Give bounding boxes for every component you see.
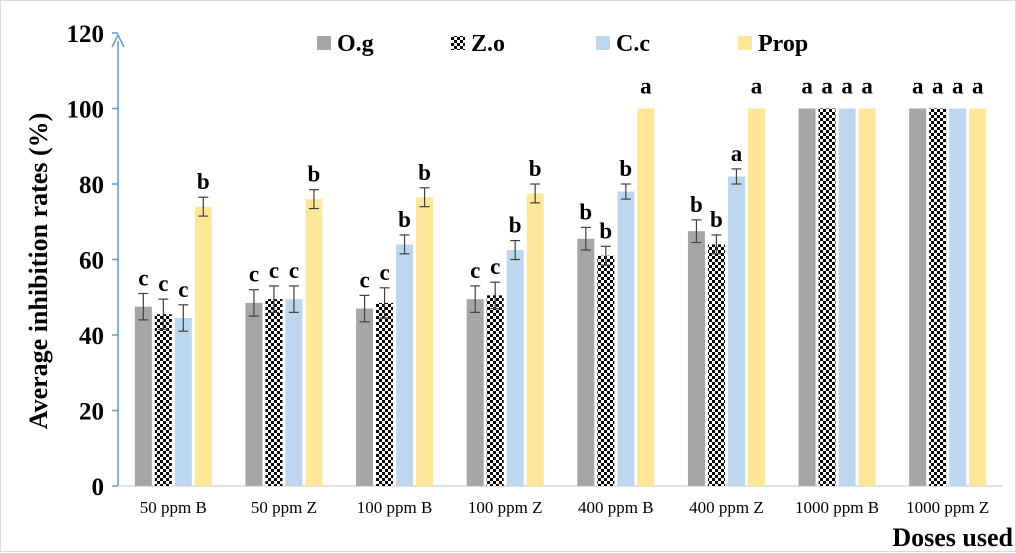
data-label: a bbox=[841, 74, 853, 99]
bar-O.g bbox=[134, 306, 152, 486]
legend-swatch-O.g bbox=[317, 36, 331, 50]
bar-C.c bbox=[285, 299, 303, 486]
bar-Z.o bbox=[154, 314, 172, 486]
x-tick-label: 1000 ppm B bbox=[795, 498, 879, 517]
legend-label: Prop bbox=[758, 31, 808, 57]
bar-Prop bbox=[526, 193, 544, 486]
data-label: b bbox=[690, 192, 703, 217]
data-label: a bbox=[912, 74, 924, 99]
bar-C.c bbox=[838, 108, 856, 486]
data-label: c bbox=[138, 265, 148, 290]
legend-label: Z.o bbox=[471, 31, 505, 57]
bar-Z.o bbox=[929, 108, 947, 486]
data-label: b bbox=[579, 199, 592, 224]
data-label: c bbox=[379, 260, 389, 285]
y-axis-arrow-icon bbox=[111, 33, 125, 48]
legend-swatch-C.c bbox=[596, 36, 610, 50]
data-label: a bbox=[640, 74, 652, 99]
x-tick-label: 400 ppm B bbox=[578, 498, 654, 517]
data-label: b bbox=[529, 156, 542, 181]
x-tick-label: 100 ppm Z bbox=[468, 498, 543, 517]
bar-Z.o bbox=[597, 255, 615, 486]
y-tick-label: 20 bbox=[79, 399, 104, 426]
bars-layer bbox=[134, 108, 987, 487]
bar-C.c bbox=[949, 108, 967, 486]
data-label: a bbox=[861, 74, 873, 99]
legend-swatch-Z.o bbox=[451, 36, 465, 50]
data-label: b bbox=[599, 218, 612, 243]
data-label: a bbox=[731, 141, 743, 166]
bar-O.g bbox=[798, 108, 816, 486]
error-bars-layer bbox=[138, 168, 742, 332]
data-label: a bbox=[952, 74, 964, 99]
data-label: b bbox=[619, 156, 632, 181]
data-label: b bbox=[197, 169, 210, 194]
bar-Prop bbox=[194, 206, 212, 486]
bar-C.c bbox=[396, 244, 414, 486]
legend-label: C.c bbox=[616, 31, 650, 57]
x-tick-label: 50 ppm B bbox=[140, 498, 207, 517]
bar-Z.o bbox=[486, 295, 504, 486]
bar-Prop bbox=[637, 108, 655, 486]
data-label: c bbox=[359, 267, 369, 292]
bar-Prop bbox=[416, 197, 434, 486]
data-label: b bbox=[418, 160, 431, 185]
bar-O.g bbox=[356, 308, 374, 486]
bar-Z.o bbox=[818, 108, 836, 486]
data-label: b bbox=[398, 207, 411, 232]
bar-O.g bbox=[687, 231, 705, 486]
legend-swatch-Prop bbox=[738, 36, 752, 50]
data-label: b bbox=[710, 207, 723, 232]
y-tick-label: 60 bbox=[79, 248, 104, 275]
y-tick-label: 80 bbox=[79, 172, 104, 199]
axes-layer: 0 20 40 60 80 100 120 50 ppm B 50 ppm Z 100 ppm B… bbox=[67, 21, 1003, 517]
x-axis-title: Doses used bbox=[892, 523, 1013, 552]
bar-C.c bbox=[174, 318, 192, 486]
bar-Z.o bbox=[376, 302, 394, 486]
bar-Z.o bbox=[707, 244, 725, 486]
bar-O.g bbox=[245, 302, 263, 486]
data-label: c bbox=[249, 262, 259, 287]
data-label: b bbox=[509, 213, 522, 238]
bar-C.c bbox=[727, 176, 745, 486]
data-label: a bbox=[932, 74, 944, 99]
x-tick-label: 1000 ppm Z bbox=[906, 498, 989, 517]
data-label: c bbox=[289, 258, 299, 283]
data-label: c bbox=[490, 254, 500, 279]
data-label: a bbox=[821, 74, 833, 99]
bar-Prop bbox=[969, 108, 987, 486]
y-tick-label: 0 bbox=[92, 474, 105, 501]
bar-Prop bbox=[858, 108, 876, 486]
data-label: c bbox=[269, 258, 279, 283]
bar-O.g bbox=[909, 108, 927, 486]
y-tick-label: 120 bbox=[67, 21, 105, 48]
x-tick-label: 50 ppm Z bbox=[251, 498, 317, 517]
y-tick-label: 100 bbox=[67, 97, 105, 124]
data-label: c bbox=[470, 258, 480, 283]
data-label: a bbox=[801, 74, 813, 99]
data-label: c bbox=[158, 271, 168, 296]
bar-Prop bbox=[747, 108, 765, 486]
bar-C.c bbox=[617, 191, 635, 487]
data-label: a bbox=[972, 74, 984, 99]
legend: O.g Z.o C.c Prop bbox=[317, 31, 808, 57]
bar-O.g bbox=[577, 238, 595, 486]
x-tick-label: 400 ppm Z bbox=[689, 498, 764, 517]
data-label: a bbox=[751, 74, 763, 99]
bar-C.c bbox=[506, 250, 524, 486]
legend-label: O.g bbox=[337, 31, 374, 57]
x-tick-label: 100 ppm B bbox=[357, 498, 433, 517]
data-label: b bbox=[308, 162, 321, 187]
y-axis-title: Average inhibition rates (%) bbox=[24, 113, 53, 430]
bar-Prop bbox=[305, 199, 323, 486]
data-label: c bbox=[178, 277, 188, 302]
bar-Z.o bbox=[265, 299, 283, 486]
y-tick-label: 40 bbox=[79, 323, 104, 350]
bar-O.g bbox=[466, 299, 484, 486]
